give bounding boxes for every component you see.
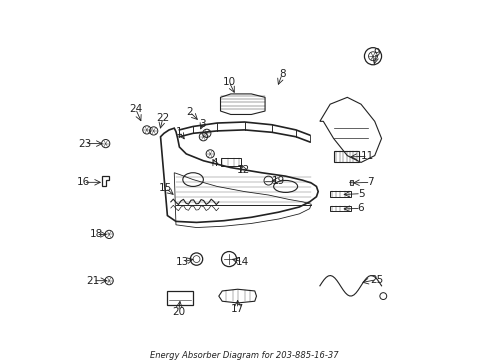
Text: 17: 17 xyxy=(230,304,244,314)
Bar xyxy=(167,291,193,305)
Bar xyxy=(220,158,241,166)
Text: 22: 22 xyxy=(156,113,169,123)
Text: 20: 20 xyxy=(172,306,185,316)
Text: 5: 5 xyxy=(357,189,364,199)
Text: 24: 24 xyxy=(129,104,142,114)
Text: 19: 19 xyxy=(272,176,285,186)
Text: 4: 4 xyxy=(211,158,218,168)
Bar xyxy=(329,206,350,211)
Text: 16: 16 xyxy=(77,177,90,187)
Text: 10: 10 xyxy=(222,77,235,87)
Text: 11: 11 xyxy=(361,151,374,161)
Text: 14: 14 xyxy=(236,257,249,267)
Text: 7: 7 xyxy=(366,177,373,187)
Text: 23: 23 xyxy=(79,139,92,149)
Text: 12: 12 xyxy=(237,165,250,175)
Text: 18: 18 xyxy=(89,229,102,239)
Text: 9: 9 xyxy=(373,49,379,58)
Text: 15: 15 xyxy=(159,183,172,193)
Text: 3: 3 xyxy=(199,119,205,129)
Text: 25: 25 xyxy=(369,275,382,285)
Bar xyxy=(329,191,350,197)
Text: 21: 21 xyxy=(86,276,100,286)
Bar xyxy=(334,152,358,162)
Text: 1: 1 xyxy=(176,127,183,136)
Text: 2: 2 xyxy=(186,107,193,117)
Text: 6: 6 xyxy=(357,203,364,213)
Text: 8: 8 xyxy=(278,69,285,79)
Text: 13: 13 xyxy=(176,257,189,267)
Bar xyxy=(349,180,353,185)
Text: Energy Absorber Diagram for 203-885-16-37: Energy Absorber Diagram for 203-885-16-3… xyxy=(150,351,338,360)
